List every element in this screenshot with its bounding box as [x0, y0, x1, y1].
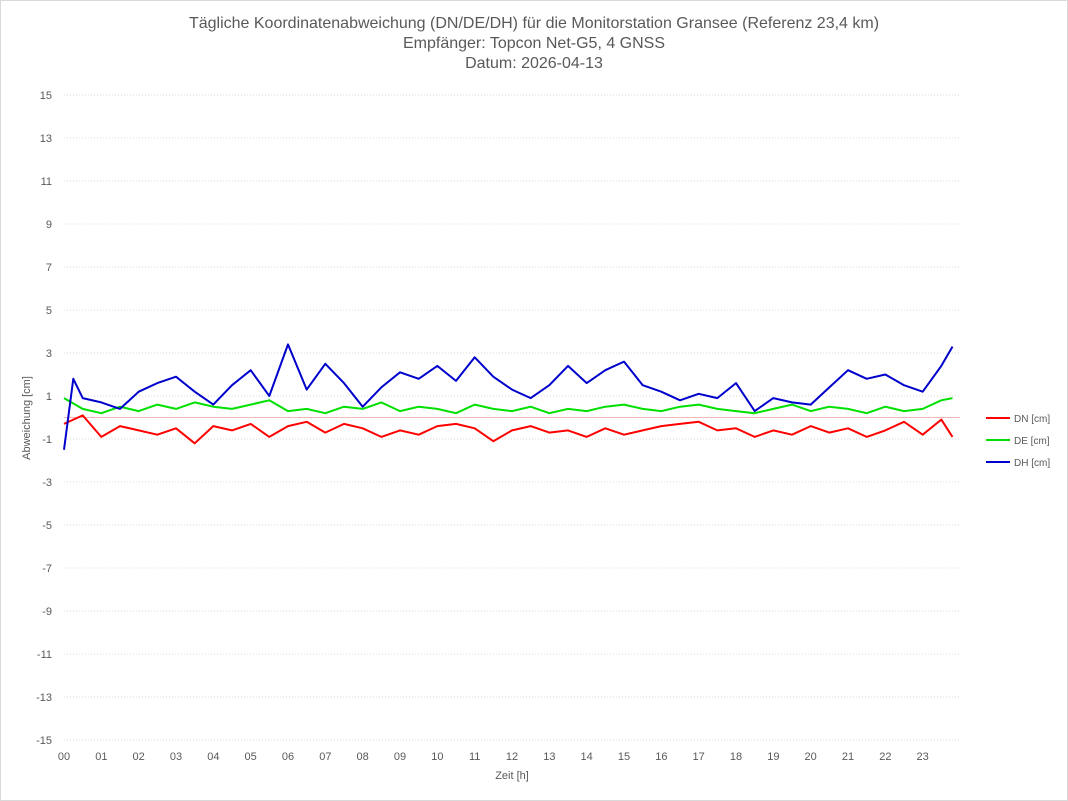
x-tick-label: 06: [282, 751, 294, 763]
legend-label: DE [cm]: [1014, 436, 1050, 447]
x-tick-label: 20: [805, 751, 817, 763]
x-tick-label: 05: [245, 751, 257, 763]
y-tick-label: -1: [42, 434, 52, 446]
y-tick-label: -5: [42, 520, 52, 532]
y-tick-label: -13: [36, 692, 52, 704]
x-tick-label: 18: [730, 751, 742, 763]
series-line: [63, 343, 954, 450]
x-tick-label: 10: [431, 751, 443, 763]
x-tick-label: 21: [842, 751, 854, 763]
chart-title-line: Datum: 2026-04-13: [465, 55, 603, 72]
y-tick-label: -9: [42, 606, 52, 618]
legend-label: DH [cm]: [1014, 458, 1050, 469]
y-tick-label: -7: [42, 563, 52, 575]
x-tick-label: 03: [170, 751, 182, 763]
x-tick-label: 01: [95, 751, 107, 763]
chart-title-line: Tägliche Koordinatenabweichung (DN/DE/DH…: [189, 15, 879, 32]
y-tick-label: 11: [41, 176, 52, 188]
y-tick-label: 9: [46, 219, 52, 231]
x-axis-title: Zeit [h]: [495, 770, 529, 782]
y-tick-label: 7: [46, 262, 52, 274]
series-line: [63, 414, 954, 445]
x-tick-label: 15: [618, 751, 630, 763]
series-line: [63, 397, 953, 415]
x-tick-label: 00: [58, 751, 70, 763]
y-tick-label: -11: [37, 649, 52, 661]
chart-title-line: Empfänger: Topcon Net-G5, 4 GNSS: [403, 35, 665, 52]
y-axis-title: Abweichung [cm]: [21, 376, 33, 460]
x-tick-label: 09: [394, 751, 406, 763]
y-tick-label: 1: [46, 391, 52, 403]
x-tick-label: 07: [319, 751, 331, 763]
x-tick-label: 13: [543, 751, 555, 763]
x-tick-label: 23: [917, 751, 929, 763]
y-tick-label: -3: [42, 477, 52, 489]
x-tick-label: 17: [693, 751, 705, 763]
x-tick-label: 14: [581, 751, 593, 763]
x-tick-label: 02: [133, 751, 145, 763]
x-tick-label: 04: [207, 751, 219, 763]
y-tick-label: 3: [46, 348, 52, 360]
x-tick-label: 11: [469, 751, 480, 763]
x-tick-label: 08: [357, 751, 369, 763]
y-tick-label: 15: [40, 90, 52, 102]
x-tick-label: 12: [506, 751, 518, 763]
y-tick-label: -15: [36, 735, 52, 747]
x-tick-label: 16: [655, 751, 667, 763]
y-tick-label: 13: [40, 133, 52, 145]
y-tick-label: 5: [46, 305, 52, 317]
x-tick-label: 19: [767, 751, 779, 763]
legend-label: DN [cm]: [1014, 414, 1050, 425]
x-tick-label: 22: [879, 751, 891, 763]
